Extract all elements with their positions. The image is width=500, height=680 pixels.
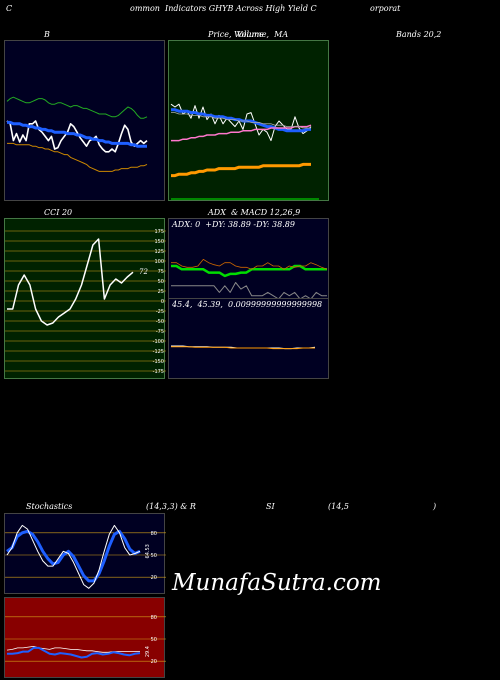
cci-tick-label: 100	[154, 259, 164, 265]
bollinger-chart	[6, 96, 148, 172]
cci-last-value: 72	[139, 268, 148, 276]
cci-tick-label: 75	[158, 269, 164, 275]
label-rsi-close: )	[433, 502, 437, 511]
macd-values: 45.4, 45.39, 0.00999999999999998	[172, 300, 323, 309]
adx-values: ADX: 0 +DY: 38.89 -DY: 38.89	[172, 220, 295, 229]
cci-tick-label: 50	[158, 279, 164, 285]
rsi-tick-label: 50	[151, 637, 157, 643]
price-ma-panel	[168, 40, 329, 201]
stochastics-tick-label: 20	[151, 575, 157, 581]
stochastics-series-1	[6, 524, 141, 589]
header-title: ommon Indicators GHYB Across High Yield …	[130, 4, 317, 13]
cci-tick-label: -150	[153, 359, 164, 365]
cci-tick-label: 0	[161, 299, 164, 305]
rsi-series-0	[6, 646, 140, 653]
label-rsi-params: (14,5	[328, 502, 349, 511]
label-bands: Bands 20,2	[396, 30, 442, 39]
price-ma-chart	[170, 103, 319, 200]
cci-panel: 175 150 125 100 75 50 25 0 -25 -50 -75 -100 -125 -150…	[4, 218, 166, 379]
label-bollinger: B	[44, 30, 50, 39]
cci-tick-label: -125	[153, 349, 164, 355]
cci-tick-label: -25	[156, 309, 164, 315]
label-rsi: SI	[266, 502, 275, 511]
cci-tick-label: 25	[158, 289, 164, 295]
price_ma-series-1	[171, 108, 311, 133]
cci-series-0	[7, 238, 134, 326]
stochastics-panel: 80 50 20 64.53	[4, 513, 166, 594]
adx-series-2	[171, 282, 327, 300]
price_ma-series-0	[170, 103, 312, 142]
stochastics-series-0	[6, 529, 141, 583]
cci-tick-label: -100	[153, 339, 164, 345]
bollinger-series-3	[7, 142, 148, 172]
adx-chart	[171, 259, 328, 300]
rsi-tick-label: 80	[151, 615, 157, 621]
label-price-ma: Price, Volume, MA	[208, 30, 289, 39]
stochastics-last-value: 64.53	[145, 544, 151, 558]
stochastics-chart: 80 50 20 64.53	[5, 524, 166, 589]
bollinger-series-2	[7, 120, 147, 148]
stochastics-tick-label: 80	[151, 531, 157, 537]
header-left: C	[6, 4, 13, 13]
cci-tick-label: 175	[154, 229, 164, 235]
macd-series-1	[171, 346, 315, 350]
macd-panel	[168, 298, 329, 379]
cci-chart: 175 150 125 100 75 50 25 0 -25 -50 -75 -100 -125 -150…	[5, 229, 166, 375]
label-stochastics: Stochastics	[26, 502, 73, 511]
cci-tick-label: -50	[156, 319, 164, 325]
price_ma-series-4	[171, 162, 311, 178]
cci-tick-label: -175	[153, 369, 164, 375]
rsi-series-1	[7, 646, 141, 659]
price_ma-series-3	[171, 112, 311, 129]
bollinger-series-1	[6, 120, 148, 153]
adx-panel	[168, 218, 329, 300]
cci-tick-label: -75	[156, 329, 164, 335]
label-stoch-params: (14,3,3) & R	[146, 502, 196, 511]
header-right: orporat	[370, 4, 401, 13]
macd-chart	[171, 345, 316, 350]
label-adx-macd: ADX & MACD 12,26,9	[208, 208, 301, 217]
cci-tick-label: 125	[154, 249, 164, 255]
cci-tick-label: 150	[154, 239, 164, 245]
rsi-tick-label: 20	[151, 659, 157, 665]
label-cci: CCI 20	[44, 208, 73, 217]
watermark: MunafaSutra.com	[172, 570, 382, 596]
adx-series-0	[171, 264, 327, 278]
rsi-panel: 80 50 20 29.4	[4, 597, 166, 678]
label-volume-overlap: Volume	[234, 30, 264, 39]
bollinger-panel	[4, 40, 165, 201]
price_ma-series-2	[171, 124, 312, 142]
rsi-last-value: 29.4	[145, 646, 151, 657]
adx-series-1	[171, 259, 328, 270]
bollinger-series-0	[6, 96, 148, 119]
stochastics-tick-label: 50	[151, 553, 157, 559]
